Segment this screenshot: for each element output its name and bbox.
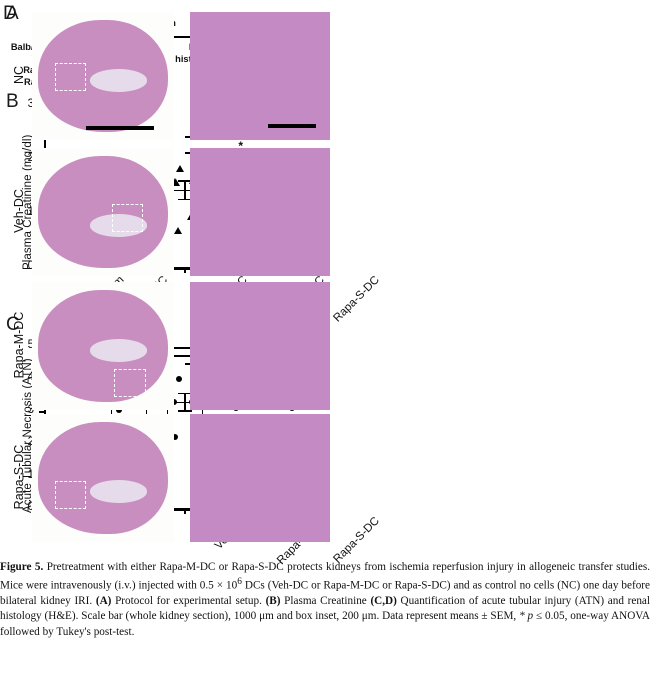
caption-p-value: * p — [519, 610, 534, 623]
x-tick — [184, 509, 186, 514]
x-tick — [184, 268, 186, 273]
inset-region-box — [54, 480, 86, 509]
histology-whole-section — [32, 12, 174, 140]
y-tick-label: 2 — [27, 436, 34, 449]
inset-region-box — [114, 369, 146, 398]
data-point — [173, 226, 182, 234]
y-tick-label: 1 — [27, 468, 34, 481]
figure-caption: Figure 5. Pretreatment with either Rapa-… — [0, 560, 650, 640]
histology-whole-section — [32, 148, 174, 276]
significance-star: * — [238, 138, 244, 153]
error-bar — [184, 393, 186, 411]
inset-region-box — [54, 63, 86, 92]
significance-line — [128, 355, 242, 358]
panel-b-letter: B — [6, 91, 19, 112]
kidney-section — [37, 289, 169, 403]
data-point — [172, 434, 179, 441]
caption-text-2: DCs (Veh-DC or Rapa-M-DC or Rapa-S-DC) a… — [0, 579, 650, 608]
caption-superscript: 6 — [237, 577, 242, 588]
caption-ref-b: (B) — [265, 595, 281, 608]
caption-text-a: Protocol for experimental setup. — [111, 595, 266, 608]
error-bar-cap — [178, 198, 192, 201]
caption-text-tail: ≤ 0.05, one-way ANOVA followed by Tukey'… — [0, 610, 650, 638]
data-point — [176, 164, 185, 172]
caption-ref-cd: (C,D) — [370, 595, 397, 608]
renal-pelvis — [89, 480, 148, 503]
y-tick-label: 1 — [27, 206, 34, 218]
histology-whole-section — [32, 414, 174, 542]
panel-c-letter: C — [6, 314, 20, 335]
kidney-section — [37, 19, 169, 133]
y-tick-label: 2 — [27, 152, 34, 164]
histology-inset-section — [190, 414, 330, 542]
caption-text-b: Plasma Creatinine — [280, 595, 371, 608]
histology-whole-section — [32, 282, 174, 410]
panel-a-letter: A — [6, 3, 19, 24]
y-tick-label: 3 — [27, 98, 34, 110]
y-tick — [39, 411, 44, 413]
y-tick-label: 4 — [27, 371, 34, 384]
x-axis-tick-label: Rapa-S-DC — [331, 274, 382, 325]
histology-inset-section — [190, 148, 330, 276]
scale-bar-200um — [268, 124, 316, 129]
histology-row-label-veh-dc: Veh-DC — [12, 189, 26, 233]
y-tick-label: 0 — [27, 260, 34, 272]
caption-ref-a: (A) — [95, 595, 112, 608]
scale-bar-1000um — [85, 125, 155, 130]
error-bar-cap — [178, 392, 192, 395]
y-tick-label: 0 — [27, 501, 34, 513]
kidney-section — [37, 155, 169, 269]
renal-pelvis — [89, 339, 148, 362]
caption-text-1: Pretreatment with either Rapa-M-DC or Ra… — [0, 561, 650, 592]
renal-pelvis — [89, 69, 148, 92]
panel-d-histology: D NC Veh-DC Rapa-M-DC Rapa-S-DC — [0, 0, 330, 560]
histology-row-label-rapa-m-dc: Rapa-M-DC — [12, 311, 26, 379]
x-axis-tick-label: Rapa-S-DC — [331, 515, 382, 566]
data-point — [172, 179, 181, 187]
y-tick-label: 5 — [27, 339, 34, 351]
caption-figure-label: Figure 5. — [0, 561, 44, 573]
error-bar-cap — [178, 180, 192, 182]
histology-inset-section — [190, 12, 330, 140]
caption-text-cd: Quantification of acute tubular injury (… — [0, 595, 650, 623]
kidney-section — [37, 421, 169, 535]
error-bar — [184, 181, 186, 200]
renal-pelvis — [89, 214, 148, 237]
panel-d-letter: D — [3, 3, 17, 24]
error-bar-cap — [178, 410, 192, 412]
histology-row-label-nc: NC — [12, 65, 26, 85]
histology-inset-section — [190, 282, 330, 410]
histology-row-label-rapa-s-dc: Rapa-S-DC — [12, 444, 26, 510]
inset-region-box — [111, 204, 143, 233]
y-tick-label: 3 — [27, 403, 34, 416]
data-point — [176, 376, 183, 382]
